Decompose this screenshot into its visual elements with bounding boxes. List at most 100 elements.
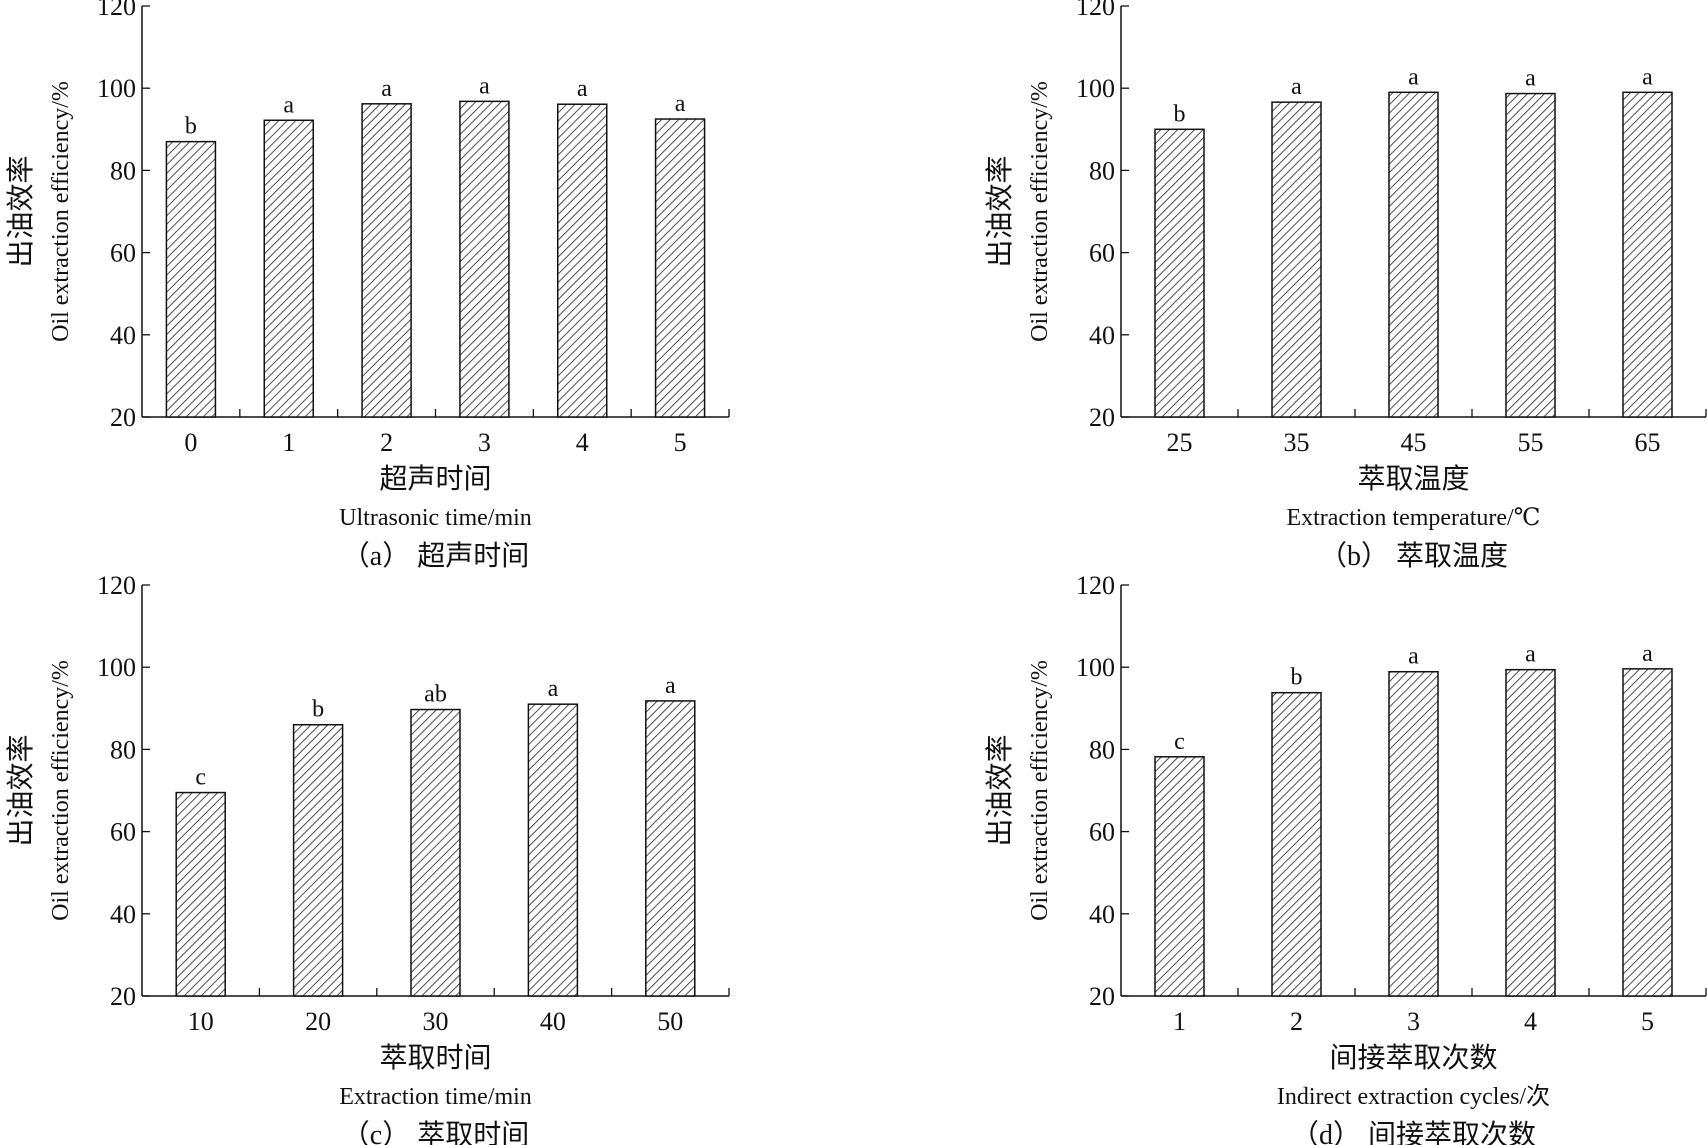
x-tick-label: 3 bbox=[1407, 1007, 1420, 1036]
y-axis-label-cn: 出油效率 bbox=[984, 155, 1016, 267]
bar bbox=[527, 703, 579, 997]
bar bbox=[361, 103, 412, 418]
significance-letter: b bbox=[312, 697, 324, 723]
x-tick-label: 45 bbox=[1401, 428, 1427, 457]
significance-letter: a bbox=[1291, 74, 1302, 100]
y-axis-label-cn: 出油效率 bbox=[5, 155, 37, 267]
bar bbox=[175, 791, 226, 997]
y-tick-label: 120 bbox=[97, 571, 136, 600]
bar bbox=[263, 119, 314, 418]
significance-letter: ab bbox=[424, 682, 447, 708]
y-tick-label: 100 bbox=[1076, 653, 1115, 682]
y-tick-label: 80 bbox=[1089, 156, 1115, 185]
y-axis-label-cn: 出油效率 bbox=[5, 734, 37, 846]
y-axis-label-cn: 出油效率 bbox=[984, 734, 1016, 846]
x-tick-label: 3 bbox=[478, 428, 491, 457]
x-axis-label-en: Extraction temperature/℃ bbox=[1286, 505, 1540, 531]
panel-caption: （b） 萃取温度 bbox=[1319, 540, 1508, 572]
bar bbox=[1154, 128, 1205, 418]
x-tick-label: 35 bbox=[1284, 428, 1310, 457]
x-axis-label-en: Extraction time/min bbox=[339, 1084, 532, 1110]
bar bbox=[1622, 91, 1673, 418]
y-tick-label: 20 bbox=[1089, 982, 1115, 1011]
y-axis-label-en: Oil extraction efficiency/% bbox=[1027, 660, 1053, 921]
y-tick-label: 80 bbox=[110, 735, 136, 764]
significance-letter: a bbox=[548, 676, 559, 702]
y-tick-label: 100 bbox=[97, 74, 136, 103]
bar bbox=[410, 708, 461, 997]
bar bbox=[1271, 691, 1322, 997]
y-tick-label: 80 bbox=[110, 156, 136, 185]
x-axis-label-cn: 萃取温度 bbox=[1357, 463, 1469, 495]
chart-panel-c: 20 40 60 80 100 120 c 10 b 20 ab 30 a 40 a 50 萃取时间 Extrac… bbox=[5, 571, 730, 1145]
y-axis-label-en: Oil extraction efficiency/% bbox=[48, 660, 74, 921]
significance-letter: a bbox=[1525, 642, 1536, 668]
significance-letter: a bbox=[1525, 66, 1536, 92]
x-tick-label: 50 bbox=[657, 1007, 683, 1036]
y-tick-label: 100 bbox=[97, 653, 136, 682]
y-tick-label: 20 bbox=[1089, 403, 1115, 432]
significance-letter: a bbox=[1642, 641, 1653, 667]
y-tick-label: 80 bbox=[1089, 735, 1115, 764]
significance-letter: b bbox=[1174, 101, 1186, 127]
bar bbox=[1271, 101, 1322, 418]
significance-letter: a bbox=[283, 92, 294, 118]
significance-letter: a bbox=[479, 73, 490, 99]
significance-letter: a bbox=[675, 91, 686, 117]
y-tick-label: 40 bbox=[1089, 321, 1115, 350]
significance-letter: a bbox=[577, 76, 588, 102]
y-tick-label: 60 bbox=[1089, 818, 1115, 847]
y-tick-label: 60 bbox=[110, 818, 136, 847]
bar bbox=[165, 140, 217, 418]
y-tick-label: 120 bbox=[97, 0, 136, 21]
y-tick-label: 60 bbox=[1089, 239, 1115, 268]
bar bbox=[654, 118, 706, 418]
x-tick-label: 30 bbox=[423, 1007, 449, 1036]
significance-letter: b bbox=[185, 114, 197, 140]
significance-letter: c bbox=[195, 765, 206, 791]
y-tick-label: 40 bbox=[110, 321, 136, 350]
panel-caption: （a） 超声时间 bbox=[342, 540, 529, 572]
x-tick-label: 4 bbox=[1524, 1007, 1537, 1036]
x-axis-label-cn: 间接萃取次数 bbox=[1329, 1042, 1497, 1074]
bar bbox=[1505, 92, 1556, 418]
significance-letter: a bbox=[1642, 64, 1653, 90]
x-tick-label: 1 bbox=[1173, 1007, 1186, 1036]
significance-letter: a bbox=[381, 76, 392, 102]
x-tick-label: 2 bbox=[380, 428, 393, 457]
x-tick-label: 20 bbox=[305, 1007, 331, 1036]
significance-letter: c bbox=[1174, 729, 1185, 755]
bar bbox=[1622, 668, 1673, 997]
y-tick-label: 20 bbox=[110, 403, 136, 432]
significance-letter: a bbox=[1408, 64, 1419, 90]
y-tick-label: 100 bbox=[1076, 74, 1115, 103]
bar bbox=[1388, 670, 1439, 997]
y-tick-label: 40 bbox=[1089, 900, 1115, 929]
x-tick-label: 5 bbox=[1641, 1007, 1654, 1036]
panel-caption: （d） 间接萃取次数 bbox=[1291, 1119, 1536, 1145]
x-tick-label: 1 bbox=[282, 428, 295, 457]
significance-letter: a bbox=[1408, 644, 1419, 670]
y-tick-label: 40 bbox=[110, 900, 136, 929]
bar bbox=[1154, 756, 1205, 997]
chart-panel-d: 20 40 60 80 100 120 c 1 b 2 a 3 a 4 a 5 间接萃取次数 Indirect e… bbox=[984, 571, 1707, 1145]
x-tick-label: 25 bbox=[1167, 428, 1193, 457]
x-tick-label: 0 bbox=[184, 428, 197, 457]
x-tick-label: 4 bbox=[576, 428, 589, 457]
x-axis-label-cn: 萃取时间 bbox=[379, 1042, 491, 1074]
x-axis-label-cn: 超声时间 bbox=[379, 463, 491, 495]
significance-letter: b bbox=[1291, 665, 1303, 691]
chart-panel-b: 20 40 60 80 100 120 b 25 a 35 a 45 a 55 a 65 萃取温度 Extract… bbox=[984, 0, 1707, 572]
x-axis-label-en: Ultrasonic time/min bbox=[339, 505, 532, 531]
chart-panel-a: 20 40 60 80 100 120 b 0 a 1 a 2 a 3 a 4 a 5 超声时间 Ultrasonic… bbox=[5, 0, 730, 572]
x-axis-label-en: Indirect extraction cycles/次 bbox=[1277, 1083, 1550, 1110]
bar bbox=[292, 723, 344, 997]
x-tick-label: 5 bbox=[674, 428, 687, 457]
x-tick-label: 55 bbox=[1518, 428, 1544, 457]
y-axis-label-en: Oil extraction efficiency/% bbox=[48, 81, 74, 342]
x-tick-label: 65 bbox=[1635, 428, 1661, 457]
x-tick-label: 40 bbox=[540, 1007, 566, 1036]
y-tick-label: 120 bbox=[1076, 0, 1115, 21]
significance-letter: a bbox=[665, 673, 676, 699]
